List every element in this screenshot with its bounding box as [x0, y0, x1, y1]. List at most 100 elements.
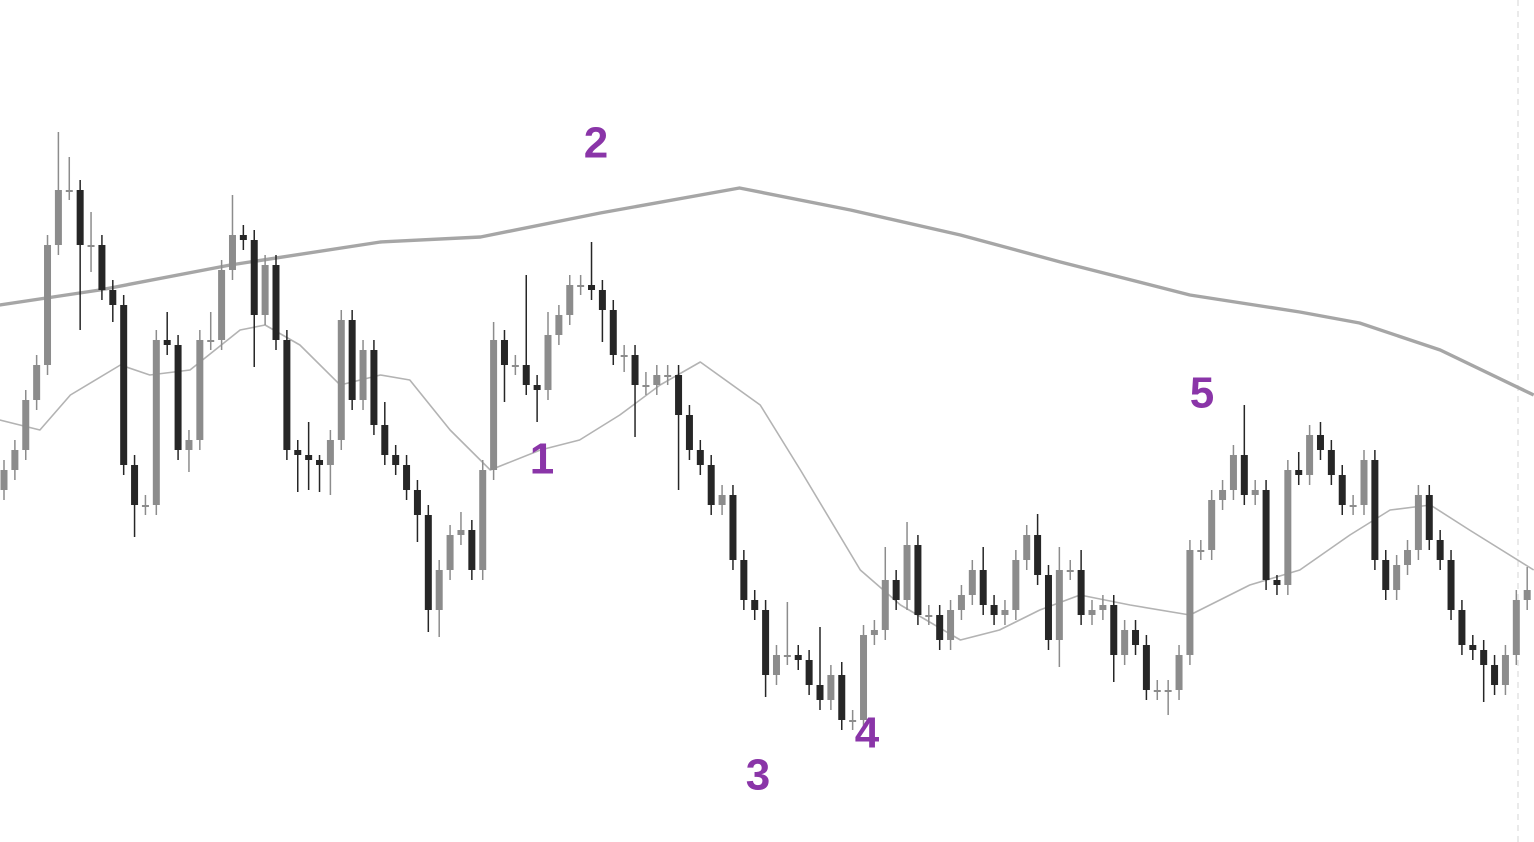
candle-body	[1251, 490, 1259, 495]
candle-body	[1012, 560, 1020, 610]
candle-body	[1186, 550, 1194, 655]
candle-body	[1469, 645, 1477, 650]
candle-body	[1001, 610, 1009, 615]
candle-body	[1436, 540, 1444, 560]
candle-body	[762, 610, 770, 675]
candle-body	[131, 465, 139, 505]
candle-body	[903, 545, 911, 600]
candle-body	[1480, 650, 1488, 665]
candle-body	[1458, 610, 1466, 645]
candle-body	[1306, 435, 1314, 475]
candle-body	[1512, 600, 1520, 655]
candle-body	[1447, 560, 1455, 610]
candle-body	[337, 320, 345, 440]
candle-body	[870, 630, 878, 635]
candle-body	[457, 530, 465, 535]
candle-body	[1099, 605, 1107, 610]
candle-body	[1229, 455, 1237, 490]
candle-body	[1284, 470, 1292, 585]
candle-body	[740, 560, 748, 600]
candle-body	[1044, 575, 1052, 640]
wave-label: 5	[1190, 369, 1214, 418]
candle-body	[696, 450, 704, 465]
moving-average	[0, 186, 1534, 397]
candle-body	[925, 615, 933, 617]
candle-body	[54, 190, 62, 245]
candle-body	[424, 515, 432, 610]
candle-body	[11, 450, 19, 470]
candle-body	[1110, 605, 1118, 655]
candle-body	[936, 615, 944, 640]
candle-body	[816, 685, 824, 700]
candle-body	[772, 655, 780, 675]
candle-body	[990, 605, 998, 615]
candle-body	[120, 305, 128, 465]
candle-body	[370, 350, 378, 425]
candle-body	[1523, 590, 1531, 600]
candle-body	[849, 720, 857, 722]
candle-body	[1034, 535, 1042, 575]
candle-body	[1425, 495, 1433, 540]
candle-body	[239, 235, 247, 240]
candle-body	[1208, 500, 1216, 550]
candle-body	[914, 545, 922, 615]
candle-body	[294, 450, 302, 455]
candle-body	[588, 285, 596, 290]
candle-body	[1219, 490, 1227, 500]
candle-body	[1404, 550, 1412, 565]
candle-body	[1316, 435, 1324, 450]
candle-body	[729, 495, 737, 560]
candle-body	[316, 460, 324, 465]
candle-body	[838, 675, 846, 720]
candle-body	[827, 675, 835, 700]
wave-label: 1	[530, 435, 554, 484]
candle-body	[1262, 490, 1270, 580]
candle-body	[490, 340, 498, 470]
candle-body	[65, 190, 73, 192]
candle-body	[1273, 580, 1281, 585]
candles	[0, 132, 1531, 730]
candle-body	[326, 440, 334, 465]
candle-body	[479, 470, 487, 570]
wave-label: 3	[746, 751, 770, 800]
candle-body	[751, 600, 759, 610]
candle-body	[109, 290, 117, 305]
candle-body	[283, 340, 291, 450]
candle-body	[685, 415, 693, 450]
candle-body	[620, 355, 628, 357]
candle-body	[87, 245, 95, 247]
candle-body	[196, 340, 204, 440]
candle-body	[979, 570, 987, 605]
candle-body	[1055, 570, 1063, 640]
candle-body	[305, 455, 313, 460]
candle-body	[1327, 450, 1335, 475]
candle-body	[718, 495, 726, 505]
candle-body	[22, 400, 30, 450]
candle-body	[261, 265, 269, 315]
candle-body	[860, 635, 868, 720]
candle-body	[98, 245, 106, 290]
candle-body	[675, 375, 683, 415]
candle-body	[1491, 665, 1499, 685]
candle-body	[1360, 460, 1368, 505]
candle-body	[1153, 690, 1161, 692]
candle-body	[141, 505, 149, 507]
candle-body	[152, 340, 160, 505]
candle-body	[1175, 655, 1183, 690]
candle-body	[1338, 475, 1346, 505]
candle-body	[1066, 570, 1074, 572]
candle-body	[218, 270, 226, 340]
candle-body	[707, 465, 715, 505]
candle-body	[435, 570, 443, 610]
candle-body	[381, 425, 389, 455]
candle-body	[1197, 550, 1205, 552]
candle-body	[1414, 495, 1422, 550]
candle-body	[566, 285, 574, 315]
candle-body	[44, 245, 52, 365]
candle-body	[33, 365, 41, 400]
candle-body	[1121, 630, 1129, 655]
candle-body	[446, 535, 454, 570]
candle-body	[392, 455, 400, 465]
